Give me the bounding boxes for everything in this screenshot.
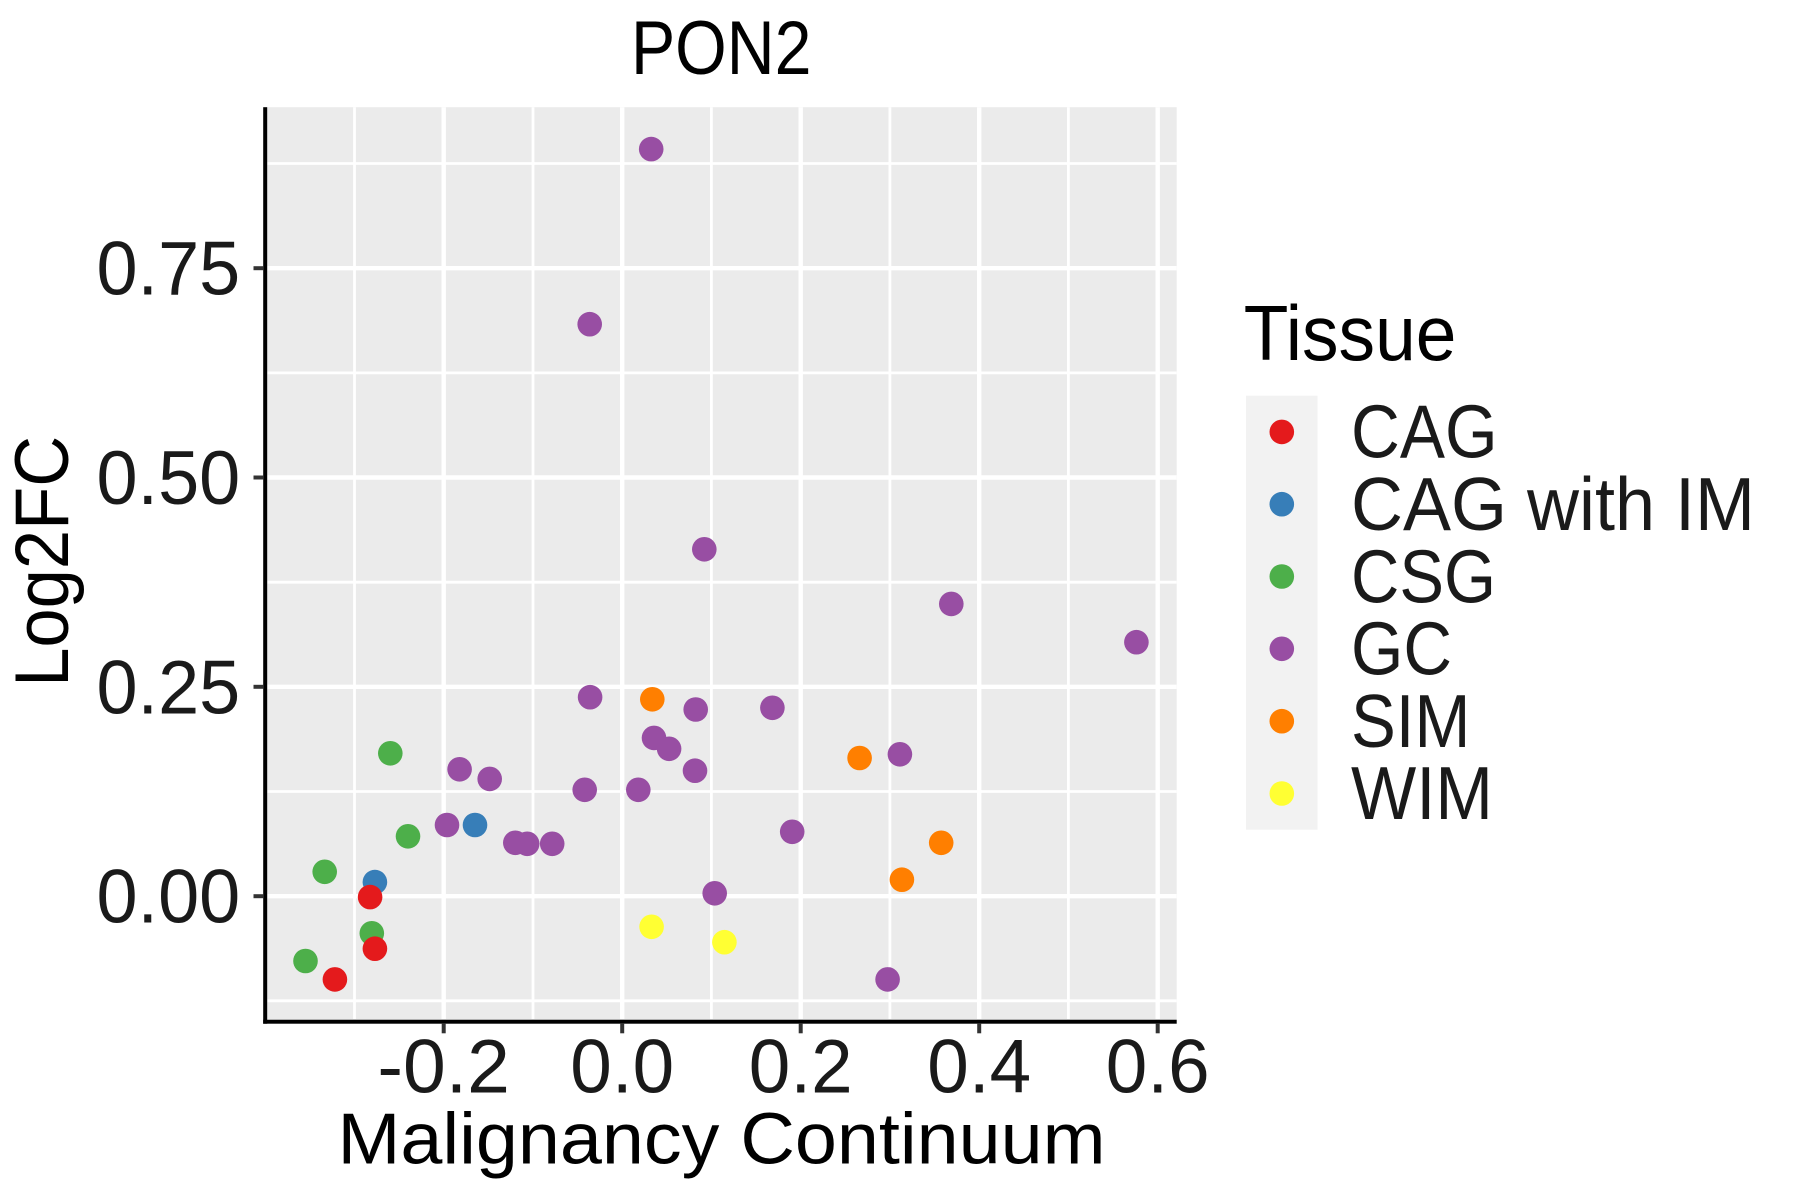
svg-text:0.75: 0.75 (97, 227, 241, 312)
svg-text:CSG: CSG (1351, 534, 1496, 618)
svg-text:0.6: 0.6 (1106, 1025, 1210, 1110)
svg-text:GC: GC (1351, 607, 1452, 691)
svg-text:0.0: 0.0 (570, 1025, 674, 1110)
svg-text:0.00: 0.00 (97, 855, 241, 940)
svg-text:CAG: CAG (1351, 390, 1498, 474)
svg-text:Malignancy Continuum: Malignancy Continuum (338, 1100, 1106, 1180)
svg-text:0.4: 0.4 (927, 1025, 1031, 1110)
svg-text:Tissue: Tissue (1244, 289, 1457, 377)
svg-text:0.50: 0.50 (97, 436, 241, 521)
svg-text:CAG with IM: CAG with IM (1351, 462, 1755, 546)
svg-text:SIM: SIM (1351, 679, 1470, 763)
svg-text:PON2: PON2 (631, 6, 812, 91)
svg-text:0.25: 0.25 (97, 645, 241, 730)
svg-text:Log2FC: Log2FC (0, 436, 85, 687)
svg-text:WIM: WIM (1351, 751, 1493, 835)
svg-text:-0.2: -0.2 (377, 1025, 510, 1110)
svg-text:0.2: 0.2 (749, 1025, 853, 1110)
